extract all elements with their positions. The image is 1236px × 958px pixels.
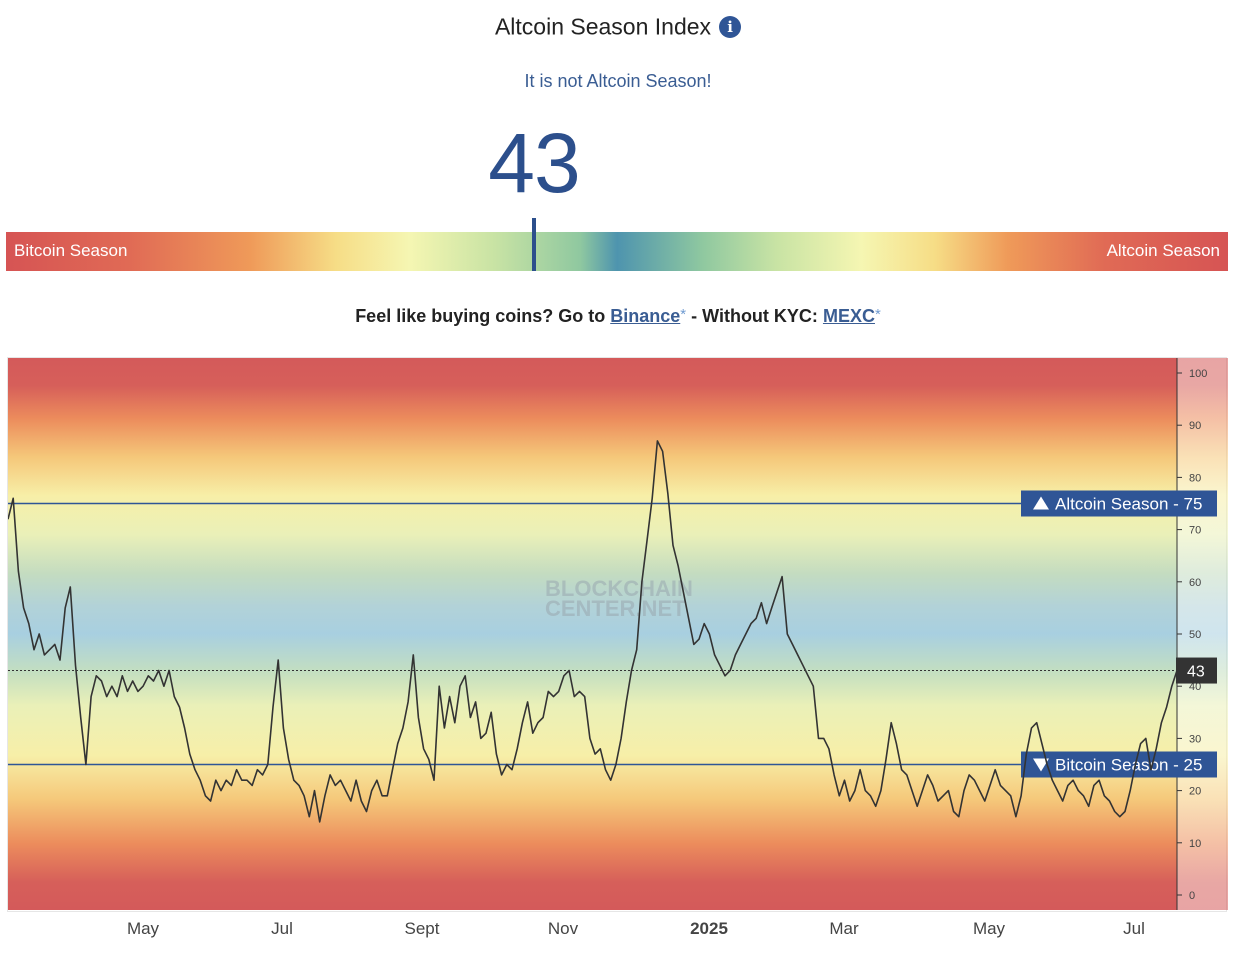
x-axis-label: Jul bbox=[1123, 919, 1145, 938]
x-axis-label: May bbox=[972, 919, 1006, 938]
y-tick-label: 40 bbox=[1189, 681, 1201, 693]
x-axis-label: Sept bbox=[404, 919, 440, 938]
x-axis-label: Mar bbox=[829, 919, 859, 938]
page-title: Altcoin Season Index i bbox=[0, 12, 1236, 40]
threshold-label: Altcoin Season - 75 bbox=[1055, 495, 1202, 514]
x-axis-label: Jul bbox=[271, 919, 293, 938]
y-tick-label: 70 bbox=[1189, 525, 1201, 537]
x-axis-label: May bbox=[126, 919, 160, 938]
gauge-left-label: Bitcoin Season bbox=[14, 241, 128, 260]
page-title-text: Altcoin Season Index bbox=[494, 13, 712, 40]
mexc-star: * bbox=[874, 306, 881, 323]
season-index-chart[interactable]: BLOCKCHAIN CENTER.NET 0 10 20 30 40 50 60 70 80 9… bbox=[8, 358, 1228, 913]
svg-text:BLOCKCHAIN: BLOCKCHAIN bbox=[545, 576, 693, 601]
current-index-value: 43 bbox=[488, 116, 580, 210]
index-series-line bbox=[8, 440, 1178, 823]
mexc-link[interactable]: MEXC bbox=[822, 306, 875, 326]
triangle-up-icon bbox=[1033, 496, 1049, 510]
threshold-label-box bbox=[1021, 751, 1217, 778]
y-tick-label: 90 bbox=[1189, 420, 1201, 432]
y-tick-label: 10 bbox=[1189, 838, 1201, 850]
y-tick-label: 80 bbox=[1189, 472, 1201, 484]
current-value-tag: 43 bbox=[1176, 657, 1217, 684]
season-gauge-bar bbox=[6, 232, 1228, 271]
y-tick-label: 20 bbox=[1189, 786, 1201, 798]
binance-star: * bbox=[680, 306, 687, 323]
svg-text:CENTER.NET: CENTER.NET bbox=[545, 596, 686, 621]
threshold-label: Bitcoin Season - 25 bbox=[1055, 756, 1202, 775]
season-status-text: It is not Altcoin Season! bbox=[524, 71, 712, 91]
y-tick-label: 30 bbox=[1189, 733, 1201, 745]
gauge-right-label: Altcoin Season bbox=[1106, 241, 1220, 260]
chart-axis-area bbox=[1177, 358, 1228, 910]
gauge-marker bbox=[532, 218, 536, 271]
promo-middle: - Without KYC: bbox=[691, 306, 818, 326]
y-tick-label: 0 bbox=[1189, 890, 1195, 902]
chart-plot-area bbox=[8, 358, 1177, 910]
info-icon[interactable]: i bbox=[719, 15, 742, 38]
y-tick-label: 50 bbox=[1189, 629, 1201, 641]
promo-line: Feel like buying coins? Go to Binance* -… bbox=[0, 306, 1236, 327]
current-value-tag-box bbox=[1176, 657, 1217, 684]
y-tick-label: 100 bbox=[1189, 368, 1207, 380]
x-axis-label: 2025 bbox=[690, 919, 728, 938]
triangle-down-icon bbox=[1033, 758, 1049, 772]
current-value-tag-label: 43 bbox=[1187, 664, 1205, 681]
threshold-label-box bbox=[1021, 490, 1217, 517]
binance-link[interactable]: Binance bbox=[610, 306, 681, 326]
y-tick-label: 60 bbox=[1189, 577, 1201, 589]
x-axis-label: Nov bbox=[547, 919, 579, 938]
chart-panel: BLOCKCHAIN CENTER.NET 0 10 20 30 40 50 60 70 80 9… bbox=[7, 357, 1228, 913]
watermark: BLOCKCHAIN CENTER.NET bbox=[545, 576, 693, 621]
promo-prefix: Feel like buying coins? Go to bbox=[355, 306, 606, 326]
